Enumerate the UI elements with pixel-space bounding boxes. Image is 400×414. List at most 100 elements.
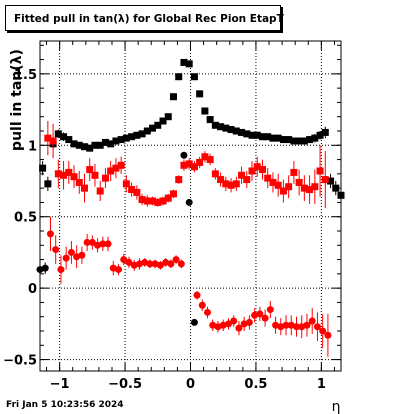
y-tick-label: 0 [28,282,37,297]
data-point [146,260,154,268]
data-point [311,183,319,191]
data-point [306,186,314,194]
data-point [248,131,256,139]
data-point [185,60,193,68]
data-point [300,184,308,192]
data-point [44,134,52,142]
data-point [279,187,287,195]
data-point [204,308,212,316]
data-point [70,173,78,181]
data-point [104,240,112,248]
data-point [164,113,172,121]
data-point [253,163,261,171]
data-point [180,151,188,159]
data-point [172,256,180,264]
data-point [311,134,319,142]
data-point [222,180,230,188]
data-point [321,176,329,184]
data-point [196,158,204,166]
data-point [86,144,94,152]
x-tick-label: −1 [50,377,70,392]
data-point [211,121,219,129]
data-point [49,137,57,145]
data-point [313,323,321,331]
data-point [319,327,327,335]
data-point [138,130,146,138]
data-point [167,260,175,268]
y-tick-label: 1.5 [14,68,37,83]
data-point [122,134,130,142]
data-point [44,180,52,188]
data-point [112,137,120,145]
data-point [83,238,91,246]
data-point [112,164,120,172]
data-point [88,238,96,246]
data-point [217,176,225,184]
data-point [235,324,243,332]
data-point [107,167,115,175]
x-tick-label: −0.5 [108,377,142,392]
data-point [258,166,266,174]
data-point [264,174,272,182]
y-axis-label: pull in tan(λ) [9,49,25,151]
data-point [232,127,240,135]
data-point [91,171,99,179]
data-point [232,180,240,188]
data-point [185,160,193,168]
data-point [324,331,332,339]
data-point [258,133,266,141]
data-point [75,178,83,186]
data-point [295,137,303,145]
data-point [190,163,198,171]
data-point [211,170,219,178]
data-point [80,184,88,192]
data-point [222,124,230,132]
data-point [303,321,311,329]
data-point [306,136,314,144]
data-point [245,318,253,326]
data-point [41,264,49,272]
data-point [128,186,136,194]
data-point [190,318,198,326]
data-point [86,166,94,174]
data-point [175,73,183,81]
data-point [295,178,303,186]
data-point [60,133,68,141]
data-point [133,188,141,196]
data-point [154,121,162,129]
data-point [190,73,198,81]
data-point [101,138,109,146]
data-point [274,181,282,189]
data-point [253,131,261,139]
data-point [175,176,183,184]
data-point [65,168,73,176]
data-point [238,171,246,179]
data-point [78,251,86,259]
x-tick-label: 1 [317,377,326,392]
data-point [138,196,146,204]
data-point [180,161,188,169]
data-point [193,291,201,299]
data-point [117,136,125,144]
data-point [243,130,251,138]
data-point [107,140,115,148]
data-point [261,314,269,322]
data-point [266,306,274,314]
data-point [327,177,335,185]
data-point [300,137,308,145]
data-point [198,301,206,309]
data-point [201,153,209,161]
data-point [117,161,125,169]
data-point [196,90,204,98]
data-point [149,197,157,205]
data-point [159,197,167,205]
data-point [99,240,107,248]
data-point [332,184,340,192]
data-point [39,164,47,172]
data-point [54,170,62,178]
data-point [67,248,75,256]
x-axis-label: η [332,399,341,414]
data-point [206,116,214,124]
data-point [96,141,104,149]
y-tick-label: 0.5 [14,211,37,226]
